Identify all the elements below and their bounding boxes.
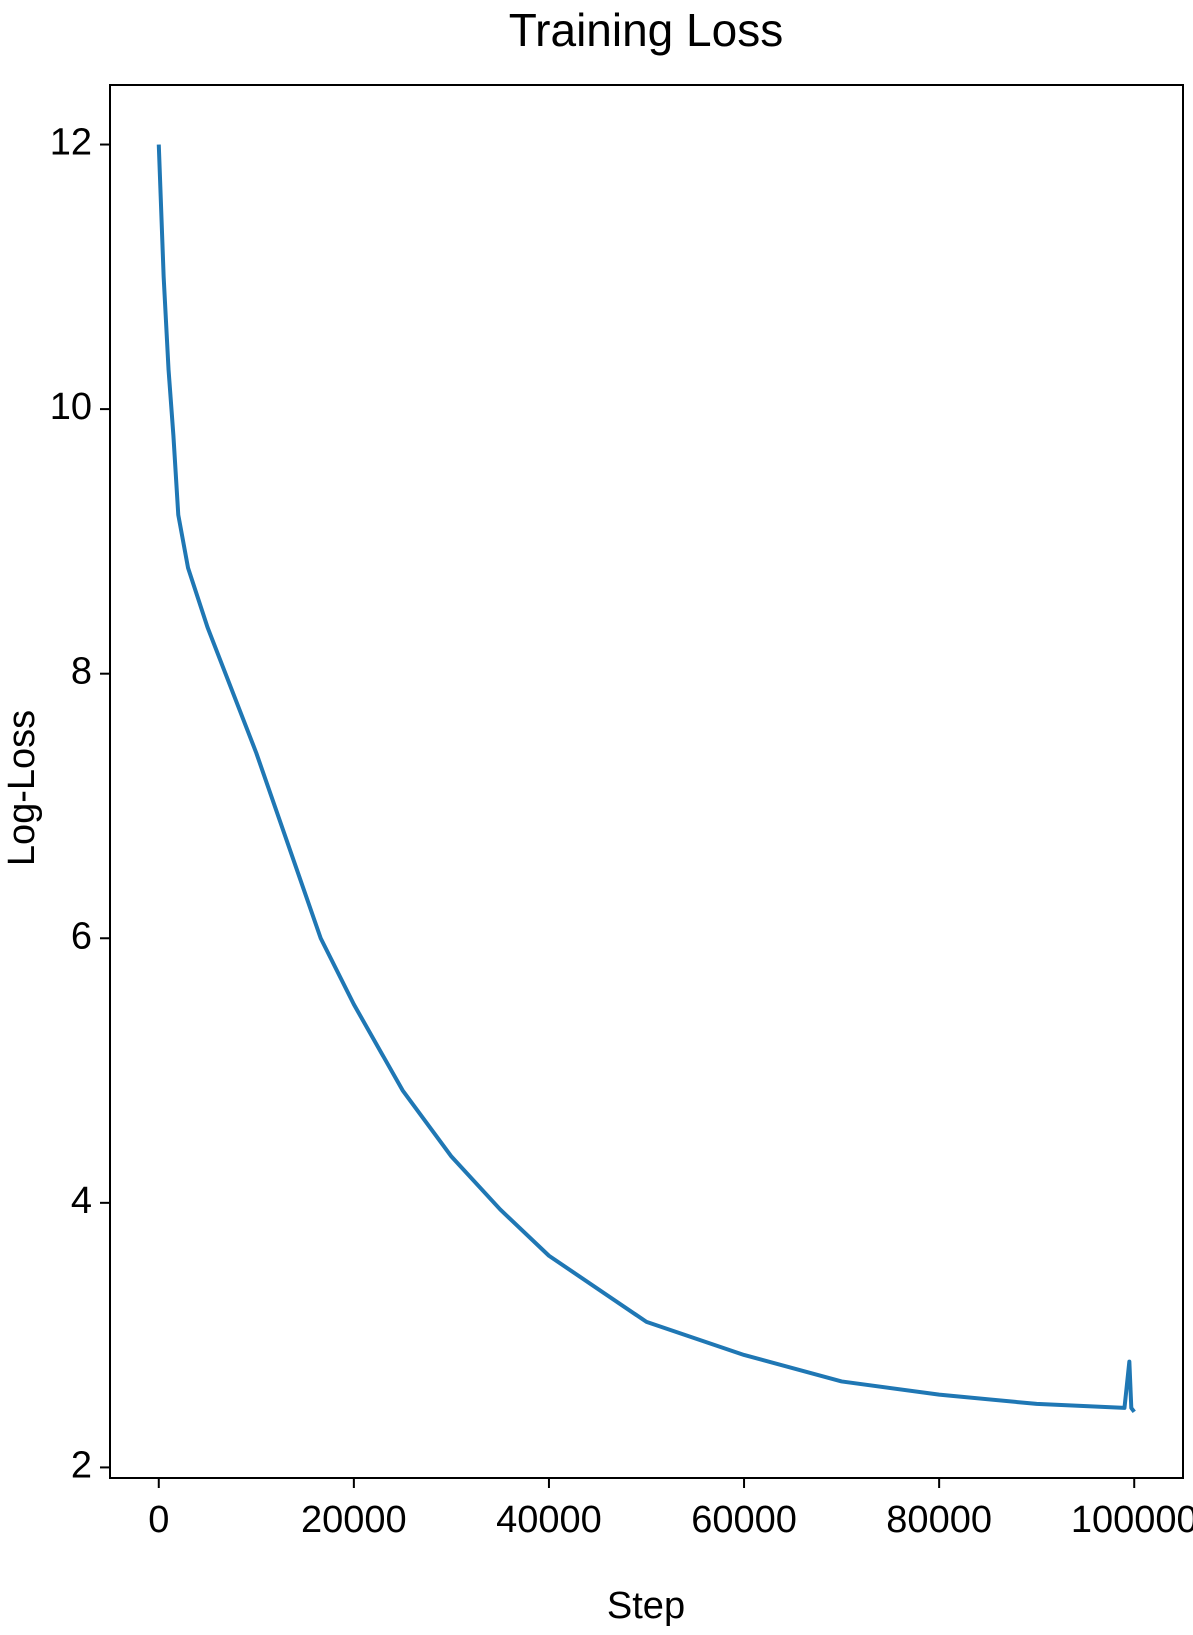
loss-line	[156, 144, 1136, 1414]
chart-title: Training Loss	[509, 4, 783, 56]
x-tick-label: 60000	[691, 1499, 797, 1541]
y-axis-label: Log-Loss	[1, 710, 43, 866]
y-tick-label: 8	[71, 651, 92, 693]
x-tick-label: 80000	[886, 1499, 992, 1541]
y-tick-label: 6	[71, 915, 92, 957]
x-tick-label: 40000	[496, 1499, 602, 1541]
x-axis-label: Step	[607, 1585, 685, 1627]
y-tick-label: 10	[50, 386, 92, 428]
plot-frame	[109, 84, 1184, 1479]
x-tick-label: 20000	[301, 1499, 407, 1541]
x-tick-label: 100000	[1071, 1499, 1193, 1541]
y-tick-label: 4	[71, 1180, 92, 1222]
y-tick-label: 2	[71, 1444, 92, 1486]
y-tick-label: 12	[50, 122, 92, 164]
x-tick-label: 0	[148, 1499, 169, 1541]
